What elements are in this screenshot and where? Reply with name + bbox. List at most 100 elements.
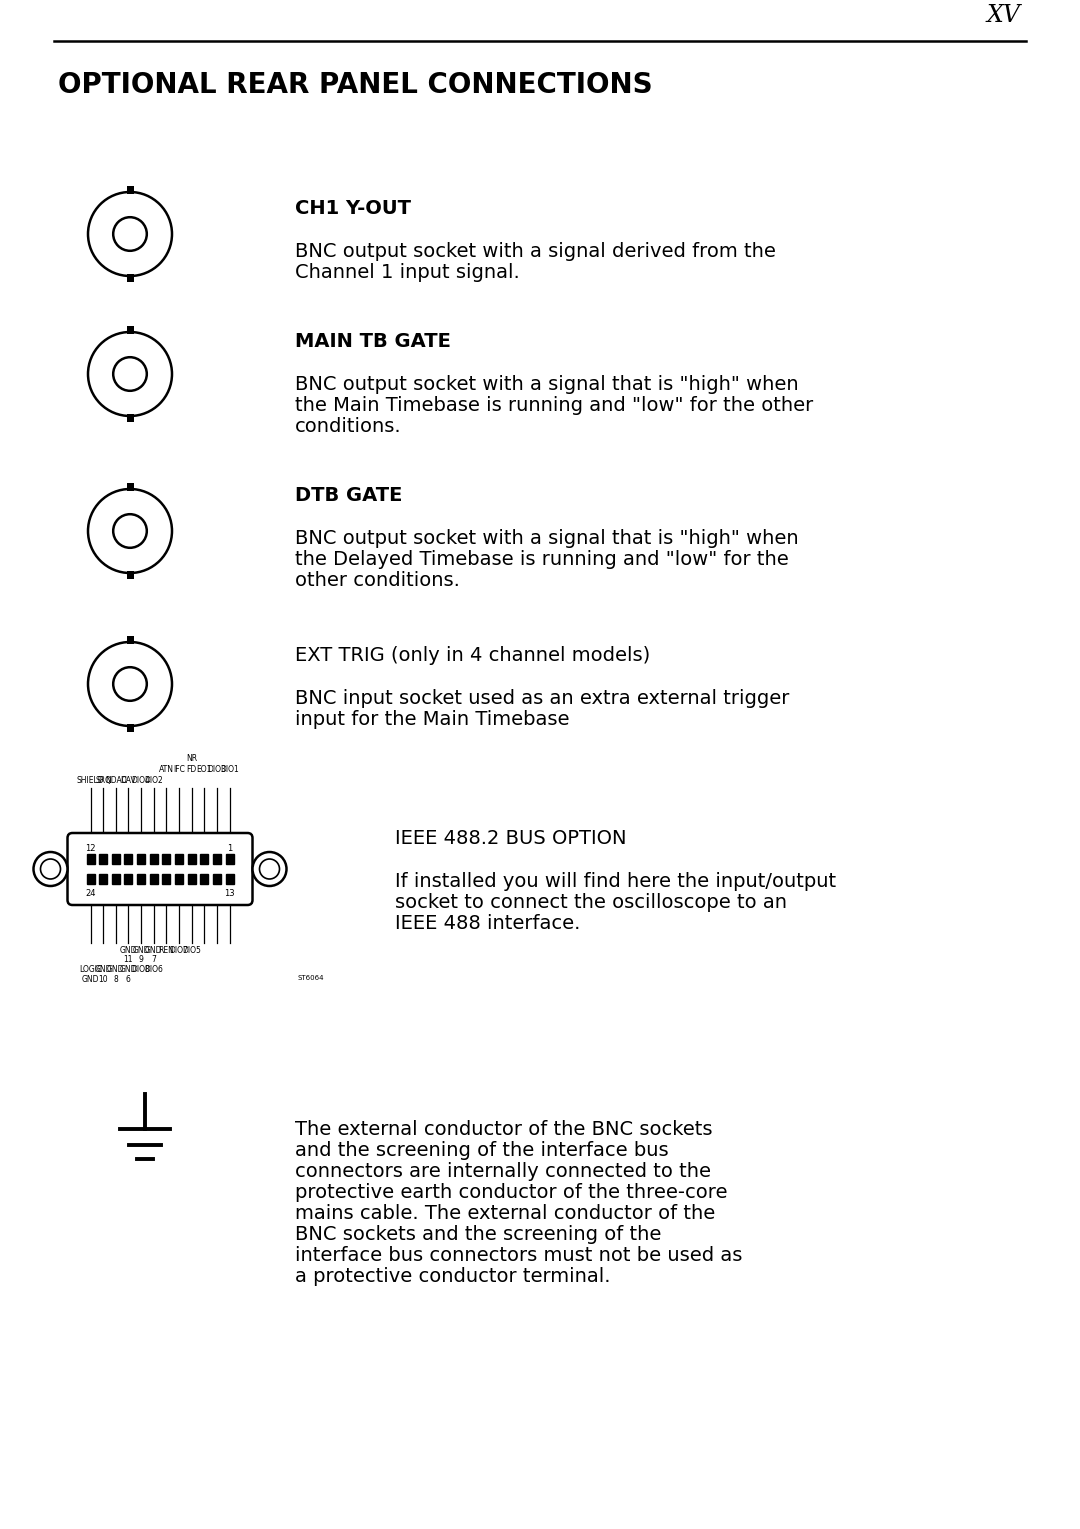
Text: DIO3: DIO3 <box>207 764 227 774</box>
Bar <box>124 875 133 884</box>
Text: other conditions.: other conditions. <box>295 570 460 590</box>
Bar <box>188 855 195 864</box>
Bar <box>126 326 134 333</box>
Bar <box>126 414 134 422</box>
Text: SHIELD: SHIELD <box>77 777 105 784</box>
Text: BNC sockets and the screening of the: BNC sockets and the screening of the <box>295 1225 661 1245</box>
Bar <box>126 274 134 281</box>
Text: DIO7: DIO7 <box>170 946 188 956</box>
Text: GND: GND <box>132 946 150 956</box>
Text: DIO1: DIO1 <box>220 764 239 774</box>
Text: EXT TRIG (only in 4 channel models): EXT TRIG (only in 4 channel models) <box>295 645 650 665</box>
Bar <box>99 875 107 884</box>
Text: connectors are internally connected to the: connectors are internally connected to t… <box>295 1162 711 1180</box>
Text: OPTIONAL REAR PANEL CONNECTIONS: OPTIONAL REAR PANEL CONNECTIONS <box>58 70 652 99</box>
Text: mains cable. The external conductor of the: mains cable. The external conductor of t… <box>295 1203 715 1223</box>
Bar <box>213 875 221 884</box>
Text: SRQ: SRQ <box>95 777 111 784</box>
Bar <box>111 875 120 884</box>
Text: MAIN TB GATE: MAIN TB GATE <box>295 332 450 352</box>
Text: 7: 7 <box>151 956 157 963</box>
Text: CH1 Y-OUT: CH1 Y-OUT <box>295 199 411 219</box>
Text: 24: 24 <box>85 888 96 898</box>
Bar <box>86 875 95 884</box>
Text: and the screening of the interface bus: and the screening of the interface bus <box>295 1141 669 1161</box>
Text: The external conductor of the BNC sockets: The external conductor of the BNC socket… <box>295 1121 713 1139</box>
Text: If installed you will find here the input/output: If installed you will find here the inpu… <box>395 872 836 891</box>
Bar <box>162 875 171 884</box>
Text: GND: GND <box>145 946 162 956</box>
Text: 10: 10 <box>98 976 108 985</box>
Text: DTB GATE: DTB GATE <box>295 486 403 505</box>
Bar <box>137 875 145 884</box>
Bar <box>126 570 134 579</box>
Text: 11: 11 <box>123 956 133 963</box>
Bar <box>86 855 95 864</box>
Text: 12: 12 <box>85 844 96 853</box>
Circle shape <box>33 852 67 885</box>
Text: DIO2: DIO2 <box>145 777 163 784</box>
Text: 6: 6 <box>126 976 131 985</box>
Text: 8: 8 <box>113 976 118 985</box>
Text: FD: FD <box>187 764 197 774</box>
Text: NR: NR <box>186 754 198 763</box>
Text: DIO6: DIO6 <box>145 965 163 974</box>
Text: GND: GND <box>82 976 99 985</box>
FancyBboxPatch shape <box>67 833 253 905</box>
Text: BNC output socket with a signal derived from the: BNC output socket with a signal derived … <box>295 242 775 261</box>
Text: DIO5: DIO5 <box>183 946 201 956</box>
Text: 1: 1 <box>227 844 232 853</box>
Bar <box>162 855 171 864</box>
Text: NDAC: NDAC <box>105 777 126 784</box>
Bar <box>124 855 133 864</box>
Bar <box>126 483 134 491</box>
Circle shape <box>253 852 286 885</box>
Text: EO1: EO1 <box>197 764 212 774</box>
Text: GND: GND <box>120 946 137 956</box>
Bar <box>126 636 134 644</box>
Text: DIO4: DIO4 <box>132 777 150 784</box>
Text: LOGIC: LOGIC <box>79 965 103 974</box>
Text: BNC input socket used as an extra external trigger: BNC input socket used as an extra extern… <box>295 690 789 708</box>
Text: BNC output socket with a signal that is "high" when: BNC output socket with a signal that is … <box>295 375 798 394</box>
Text: interface bus connectors must not be used as: interface bus connectors must not be use… <box>295 1246 742 1264</box>
Text: XV: XV <box>986 5 1020 28</box>
Text: a protective conductor terminal.: a protective conductor terminal. <box>295 1268 610 1286</box>
Bar <box>200 875 208 884</box>
Bar <box>137 855 145 864</box>
Text: IFC: IFC <box>173 764 185 774</box>
Text: REN: REN <box>159 946 174 956</box>
Text: Channel 1 input signal.: Channel 1 input signal. <box>295 263 519 281</box>
Bar <box>213 855 221 864</box>
Text: socket to connect the oscilloscope to an: socket to connect the oscilloscope to an <box>395 893 787 911</box>
Text: ST6064: ST6064 <box>297 976 324 982</box>
Text: GND: GND <box>94 965 112 974</box>
Bar <box>188 875 195 884</box>
Text: IEEE 488.2 BUS OPTION: IEEE 488.2 BUS OPTION <box>395 829 626 849</box>
Bar <box>126 725 134 732</box>
Text: IEEE 488 interface.: IEEE 488 interface. <box>395 914 580 933</box>
Text: DAV: DAV <box>121 777 136 784</box>
Bar <box>111 855 120 864</box>
Text: ATN: ATN <box>159 764 174 774</box>
Text: DIO8: DIO8 <box>132 965 150 974</box>
Bar <box>175 875 183 884</box>
Bar <box>150 875 158 884</box>
Text: GND: GND <box>107 965 124 974</box>
Bar <box>150 855 158 864</box>
Text: BNC output socket with a signal that is "high" when: BNC output socket with a signal that is … <box>295 529 798 547</box>
Text: the Delayed Timebase is running and "low" for the: the Delayed Timebase is running and "low… <box>295 550 788 569</box>
Text: input for the Main Timebase: input for the Main Timebase <box>295 709 569 729</box>
Bar <box>126 187 134 194</box>
Text: 13: 13 <box>225 888 234 898</box>
Bar <box>226 875 233 884</box>
Bar <box>99 855 107 864</box>
Text: GND: GND <box>120 965 137 974</box>
Bar <box>175 855 183 864</box>
Text: the Main Timebase is running and "low" for the other: the Main Timebase is running and "low" f… <box>295 396 813 414</box>
Text: conditions.: conditions. <box>295 417 402 436</box>
Text: protective earth conductor of the three-core: protective earth conductor of the three-… <box>295 1183 728 1202</box>
Text: 9: 9 <box>138 956 144 963</box>
Bar <box>226 855 233 864</box>
Bar <box>200 855 208 864</box>
